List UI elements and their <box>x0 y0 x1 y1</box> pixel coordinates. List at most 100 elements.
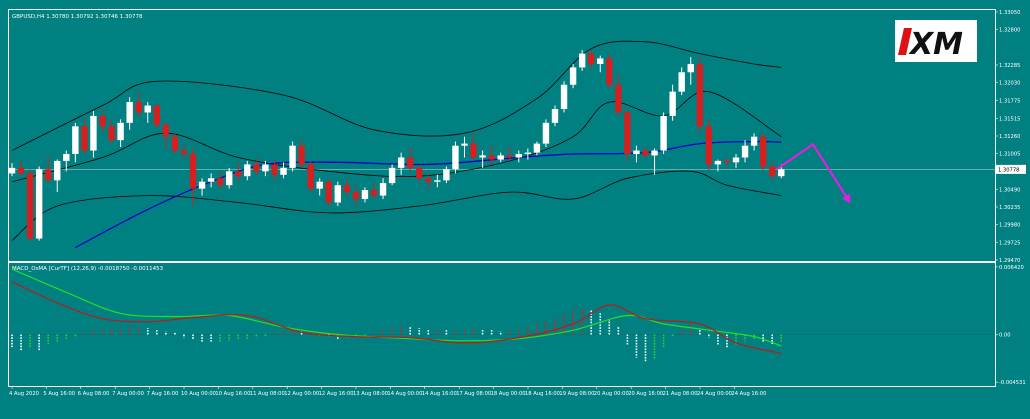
candle-body <box>741 145 749 158</box>
time-tick-label: 14 Aug 00:00 <box>387 391 422 397</box>
candle-body <box>99 115 106 127</box>
candle-body <box>253 164 260 172</box>
candle-body <box>63 154 70 161</box>
candle-body <box>524 152 532 155</box>
current-price-label: 1.30778 <box>998 168 1019 174</box>
candle <box>334 181 341 206</box>
candle-body <box>180 150 188 155</box>
candle <box>524 148 532 160</box>
candle <box>515 150 522 163</box>
candle-body <box>407 157 414 168</box>
time-tick-label: 7 Aug 16:00 <box>147 391 179 397</box>
price-tick-label: 1.31775 <box>999 98 1020 104</box>
candle <box>578 50 586 71</box>
candle <box>144 102 151 123</box>
candle <box>723 157 731 167</box>
price-tick-label: 1.31515 <box>999 116 1020 122</box>
candle <box>651 148 658 175</box>
price-title: GBPUSD,H4 1.30780 1.30792 1.30746 1.3077… <box>12 14 143 20</box>
candle-body <box>750 136 758 146</box>
candle-body <box>470 143 477 158</box>
candle <box>45 156 52 182</box>
candle <box>443 166 450 184</box>
candle <box>687 57 694 85</box>
candle <box>262 160 269 177</box>
candle-body <box>26 173 34 239</box>
price-tick-label: 1.30235 <box>999 205 1020 211</box>
candle <box>678 67 685 96</box>
candle-body <box>226 171 233 186</box>
candle-body <box>597 58 604 64</box>
xm-logo-text: XM <box>908 27 963 62</box>
candle <box>461 136 468 158</box>
candle <box>470 133 477 161</box>
candle-body <box>769 166 776 177</box>
time-tick-label: 21 Aug 08:00 <box>663 391 698 397</box>
candle <box>606 53 613 89</box>
time-tick-label: 20 Aug 16:00 <box>628 391 663 397</box>
time-tick-label: 20 Aug 00:00 <box>594 391 629 397</box>
xm-logo: XM <box>895 20 977 62</box>
price-tick-label: 1.30490 <box>999 187 1020 193</box>
candle <box>633 145 640 163</box>
bollinger-lower-line <box>11 170 782 241</box>
candle <box>271 159 278 181</box>
candle-body <box>651 150 658 156</box>
candle <box>488 145 495 165</box>
price-tick-label: 1.29470 <box>999 258 1020 264</box>
time-tick-label: 5 Aug 16:00 <box>43 391 75 397</box>
candle-body <box>262 164 269 172</box>
candle <box>307 160 314 193</box>
price-tick-label: 1.33050 <box>999 10 1020 16</box>
candle-body <box>244 164 251 177</box>
candle-body <box>569 67 577 85</box>
candle-body <box>280 167 287 175</box>
candle-body <box>660 115 667 151</box>
candle-body <box>506 155 513 158</box>
candle-body <box>696 63 703 127</box>
candle-body <box>551 108 559 123</box>
candle-body <box>54 160 61 181</box>
candle-body <box>271 164 278 175</box>
time-tick-label: 12 Aug 00:00 <box>284 391 319 397</box>
time-tick-label: 12 Aug 16:00 <box>319 391 354 397</box>
candle <box>343 178 351 196</box>
candle-body <box>379 183 387 196</box>
candle <box>624 108 631 161</box>
candle-body <box>343 185 351 193</box>
candle <box>388 164 396 186</box>
candle <box>35 166 43 241</box>
time-tick-label: 17 Aug 08:00 <box>456 391 491 397</box>
candle <box>17 160 25 175</box>
candle-body <box>72 126 79 155</box>
price-tick-label: 1.29980 <box>999 223 1020 229</box>
candle <box>569 63 577 89</box>
candle <box>8 163 16 177</box>
candle-body <box>588 53 595 64</box>
candle-body <box>678 72 685 92</box>
candle <box>235 162 242 182</box>
candle <box>316 178 323 196</box>
candle-body <box>714 160 722 165</box>
candle-body <box>687 63 694 73</box>
candle <box>479 150 486 168</box>
candle-body <box>560 84 568 109</box>
candle-body <box>45 169 52 181</box>
candle <box>198 178 206 196</box>
candle <box>361 187 369 203</box>
time-tick-label: 10 Aug 00:00 <box>181 391 216 397</box>
candle-body <box>189 154 197 189</box>
candle-body <box>216 178 224 186</box>
candle-body <box>542 122 550 144</box>
candle <box>26 169 34 241</box>
candle-body <box>35 169 43 239</box>
candle-body <box>352 192 360 200</box>
candle <box>379 178 387 200</box>
candle <box>90 111 97 158</box>
candle <box>615 74 622 116</box>
candle <box>497 152 504 163</box>
candle <box>298 138 305 168</box>
time-tick-label: 24 Aug 16:00 <box>731 391 766 397</box>
candle <box>425 173 432 189</box>
